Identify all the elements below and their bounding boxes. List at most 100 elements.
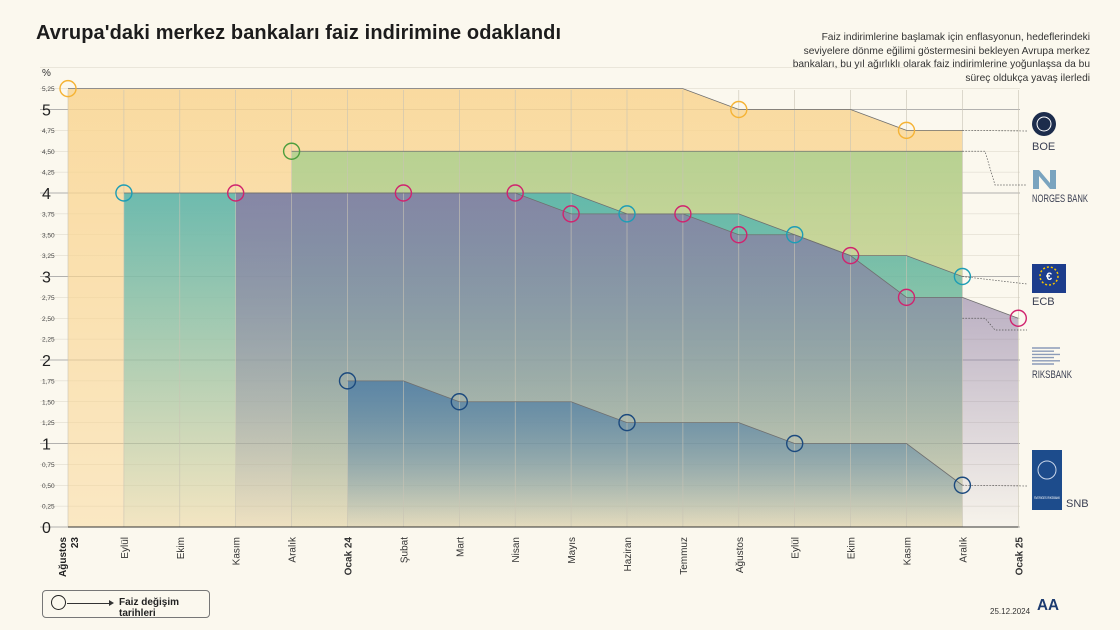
logo-connector <box>962 150 1027 186</box>
y-tick-label-major: 2 <box>42 353 51 370</box>
rate-change-marker <box>59 79 77 98</box>
series-line <box>347 380 963 486</box>
y-tick-label-minor: 3,75 <box>42 211 55 218</box>
x-tick-label: Aralık <box>288 536 299 563</box>
boe-logo: BOE <box>1032 112 1056 153</box>
x-tick-label: Haziran <box>623 537 634 571</box>
y-tick-label-major: 3 <box>42 270 51 287</box>
y-tick-label-major: 0 <box>42 520 51 537</box>
rate-change-marker <box>897 121 916 140</box>
rate-change-marker <box>450 393 468 411</box>
logo-connector <box>962 317 1027 331</box>
y-tick-label-minor: 1,50 <box>42 399 55 406</box>
logo-connector <box>962 276 1028 285</box>
snb-emblem-text: SVERIGES RIKSBANK <box>1034 495 1060 500</box>
x-tick-label: Ocak 24 <box>344 537 355 576</box>
rate-change-marker <box>1009 309 1027 327</box>
snb-emblem-icon <box>1032 450 1062 510</box>
ecb-label: ECB <box>1032 296 1055 308</box>
snb-logo: SVERIGES RIKSBANK SNB <box>1032 450 1089 510</box>
snb-label: SNB <box>1066 498 1089 510</box>
y-tick-label-minor: 5,25 <box>42 86 55 93</box>
legend-arrow-icon <box>109 600 114 606</box>
euro-icon: € <box>1046 271 1052 283</box>
boe-emblem-ring <box>1036 116 1052 132</box>
rate-change-marker <box>115 184 133 202</box>
legend: Faiz değişim tarihleri <box>42 590 210 619</box>
rate-change-marker <box>226 184 245 202</box>
x-tick-label: Mart <box>455 537 466 557</box>
page-title: Avrupa'daki merkez bankaları faiz indiri… <box>36 22 562 44</box>
rate-change-marker <box>506 184 524 202</box>
x-tick-label: Eylül <box>120 537 131 559</box>
legend-circle-icon <box>51 595 66 610</box>
legend-label: Faiz değişim tarihleri <box>119 597 180 619</box>
x-tick-label: Nisan <box>511 537 522 563</box>
rate-change-marker <box>953 267 972 286</box>
rate-change-marker <box>394 184 413 202</box>
y-tick-label-minor: 0,50 <box>42 483 55 490</box>
subtitle: Faiz indirimlerine başlamak için enflasy… <box>792 32 1090 84</box>
y-tick-label-minor: 3,25 <box>42 253 55 260</box>
y-tick-label-major: 5 <box>42 103 51 120</box>
series-line <box>235 192 1019 319</box>
y-tick-label-minor: 2,25 <box>42 337 55 344</box>
rate-change-marker <box>897 288 916 307</box>
ecb-emblem-icon <box>1032 264 1066 293</box>
ecb-stars-icon <box>1039 266 1059 286</box>
boe-emblem-icon <box>1032 112 1056 136</box>
y-axis-label: % <box>42 68 51 79</box>
y-tick-label-major: 4 <box>42 186 51 203</box>
legend-line <box>67 603 111 604</box>
y-tick-label-minor: 0,75 <box>42 462 55 469</box>
x-tick-label: Ekim <box>176 537 187 559</box>
y-tick-label-minor: 3,50 <box>42 232 55 239</box>
rate-change-marker <box>618 205 636 223</box>
rate-change-marker <box>674 205 692 223</box>
series-line <box>123 192 963 277</box>
rate-change-marker <box>618 413 636 432</box>
x-tick-label: Aralık <box>958 536 969 563</box>
riksbank-logo: RIKSBANK <box>1032 347 1072 381</box>
y-tick-label-minor: 2,75 <box>42 295 55 302</box>
y-tick-label-major: 1 <box>42 437 51 454</box>
svg-text:AA: AA <box>1037 597 1059 614</box>
x-tick-label: Ekim <box>847 537 858 559</box>
rate-change-marker <box>841 246 860 265</box>
x-tick-label: Ağustos <box>735 537 746 573</box>
y-tick-label-minor: 0,25 <box>42 504 55 511</box>
rate-change-marker <box>282 142 301 160</box>
rate-change-marker <box>562 205 580 223</box>
y-tick-label-minor: 2,50 <box>42 316 55 323</box>
x-tick-label: Şubat <box>399 537 410 563</box>
ecb-logo: € ECB <box>1032 264 1066 308</box>
y-tick-label-minor: 4,50 <box>42 149 55 156</box>
snb-crest-icon <box>1037 460 1057 480</box>
norges-bank-label: NORGES BANK <box>1032 193 1088 205</box>
rate-change-marker <box>786 226 804 244</box>
x-tick-label: Ağustos <box>58 537 69 577</box>
x-tick-label: 23 <box>70 537 81 549</box>
y-tick-label-minor: 1,75 <box>42 378 55 385</box>
x-tick-label: Temmuz <box>679 537 690 575</box>
x-tick-label: Mayıs <box>567 537 578 564</box>
y-tick-label-minor: 4,75 <box>42 128 55 135</box>
rate-change-marker <box>786 434 804 453</box>
rate-change-marker <box>730 226 748 244</box>
rate-change-marker <box>730 100 748 119</box>
norges-bank-logo: NORGES BANK <box>1032 170 1088 205</box>
rate-change-marker <box>338 372 357 390</box>
area-snb <box>347 380 963 527</box>
series-line <box>68 88 963 131</box>
x-tick-label: Kasım <box>903 537 914 565</box>
riksbank-label: RIKSBANK <box>1032 369 1072 381</box>
aa-logo-icon: AA <box>1037 597 1059 614</box>
y-tick-label-minor: 4,25 <box>42 170 55 177</box>
x-tick-label: Kasım <box>232 537 243 565</box>
publish-date: 25.12.2024 <box>990 607 1031 616</box>
norges-emblem-icon <box>1033 170 1056 189</box>
rate-change-marker <box>953 476 972 494</box>
x-tick-label: Ocak 25 <box>1014 537 1025 576</box>
